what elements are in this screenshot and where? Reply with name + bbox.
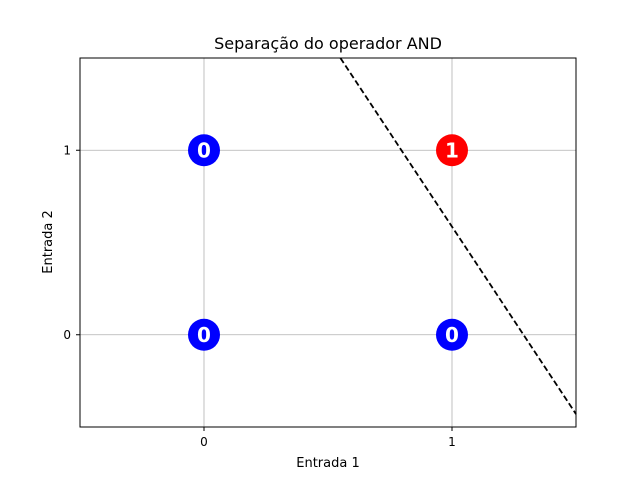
data-point bbox=[188, 134, 220, 167]
x-axis-label: Entrada 1 bbox=[296, 456, 359, 471]
chart-title: Separação do operador AND bbox=[214, 34, 442, 53]
data-point bbox=[188, 318, 220, 351]
x-tick-label: 0 bbox=[200, 435, 208, 449]
grid bbox=[80, 58, 576, 427]
plot-frame bbox=[79, 57, 577, 428]
data-point-label: 0 bbox=[197, 323, 211, 347]
points-layer: 0 0 0 1 bbox=[188, 134, 468, 351]
data-point-label: 0 bbox=[445, 323, 459, 347]
data-point bbox=[436, 134, 468, 167]
y-tick-label: 1 bbox=[63, 143, 71, 157]
decision-boundary-line bbox=[339, 57, 577, 415]
data-point bbox=[436, 318, 468, 351]
x-tick-label: 1 bbox=[448, 435, 456, 449]
data-point-label: 1 bbox=[445, 138, 459, 162]
decision-boundary-layer bbox=[339, 57, 577, 415]
data-point-label: 0 bbox=[197, 138, 211, 162]
y-axis-label: Entrada 2 bbox=[41, 210, 56, 273]
axis-ticks: 0 1 0 1 bbox=[63, 143, 455, 449]
y-tick-label: 0 bbox=[63, 328, 71, 342]
